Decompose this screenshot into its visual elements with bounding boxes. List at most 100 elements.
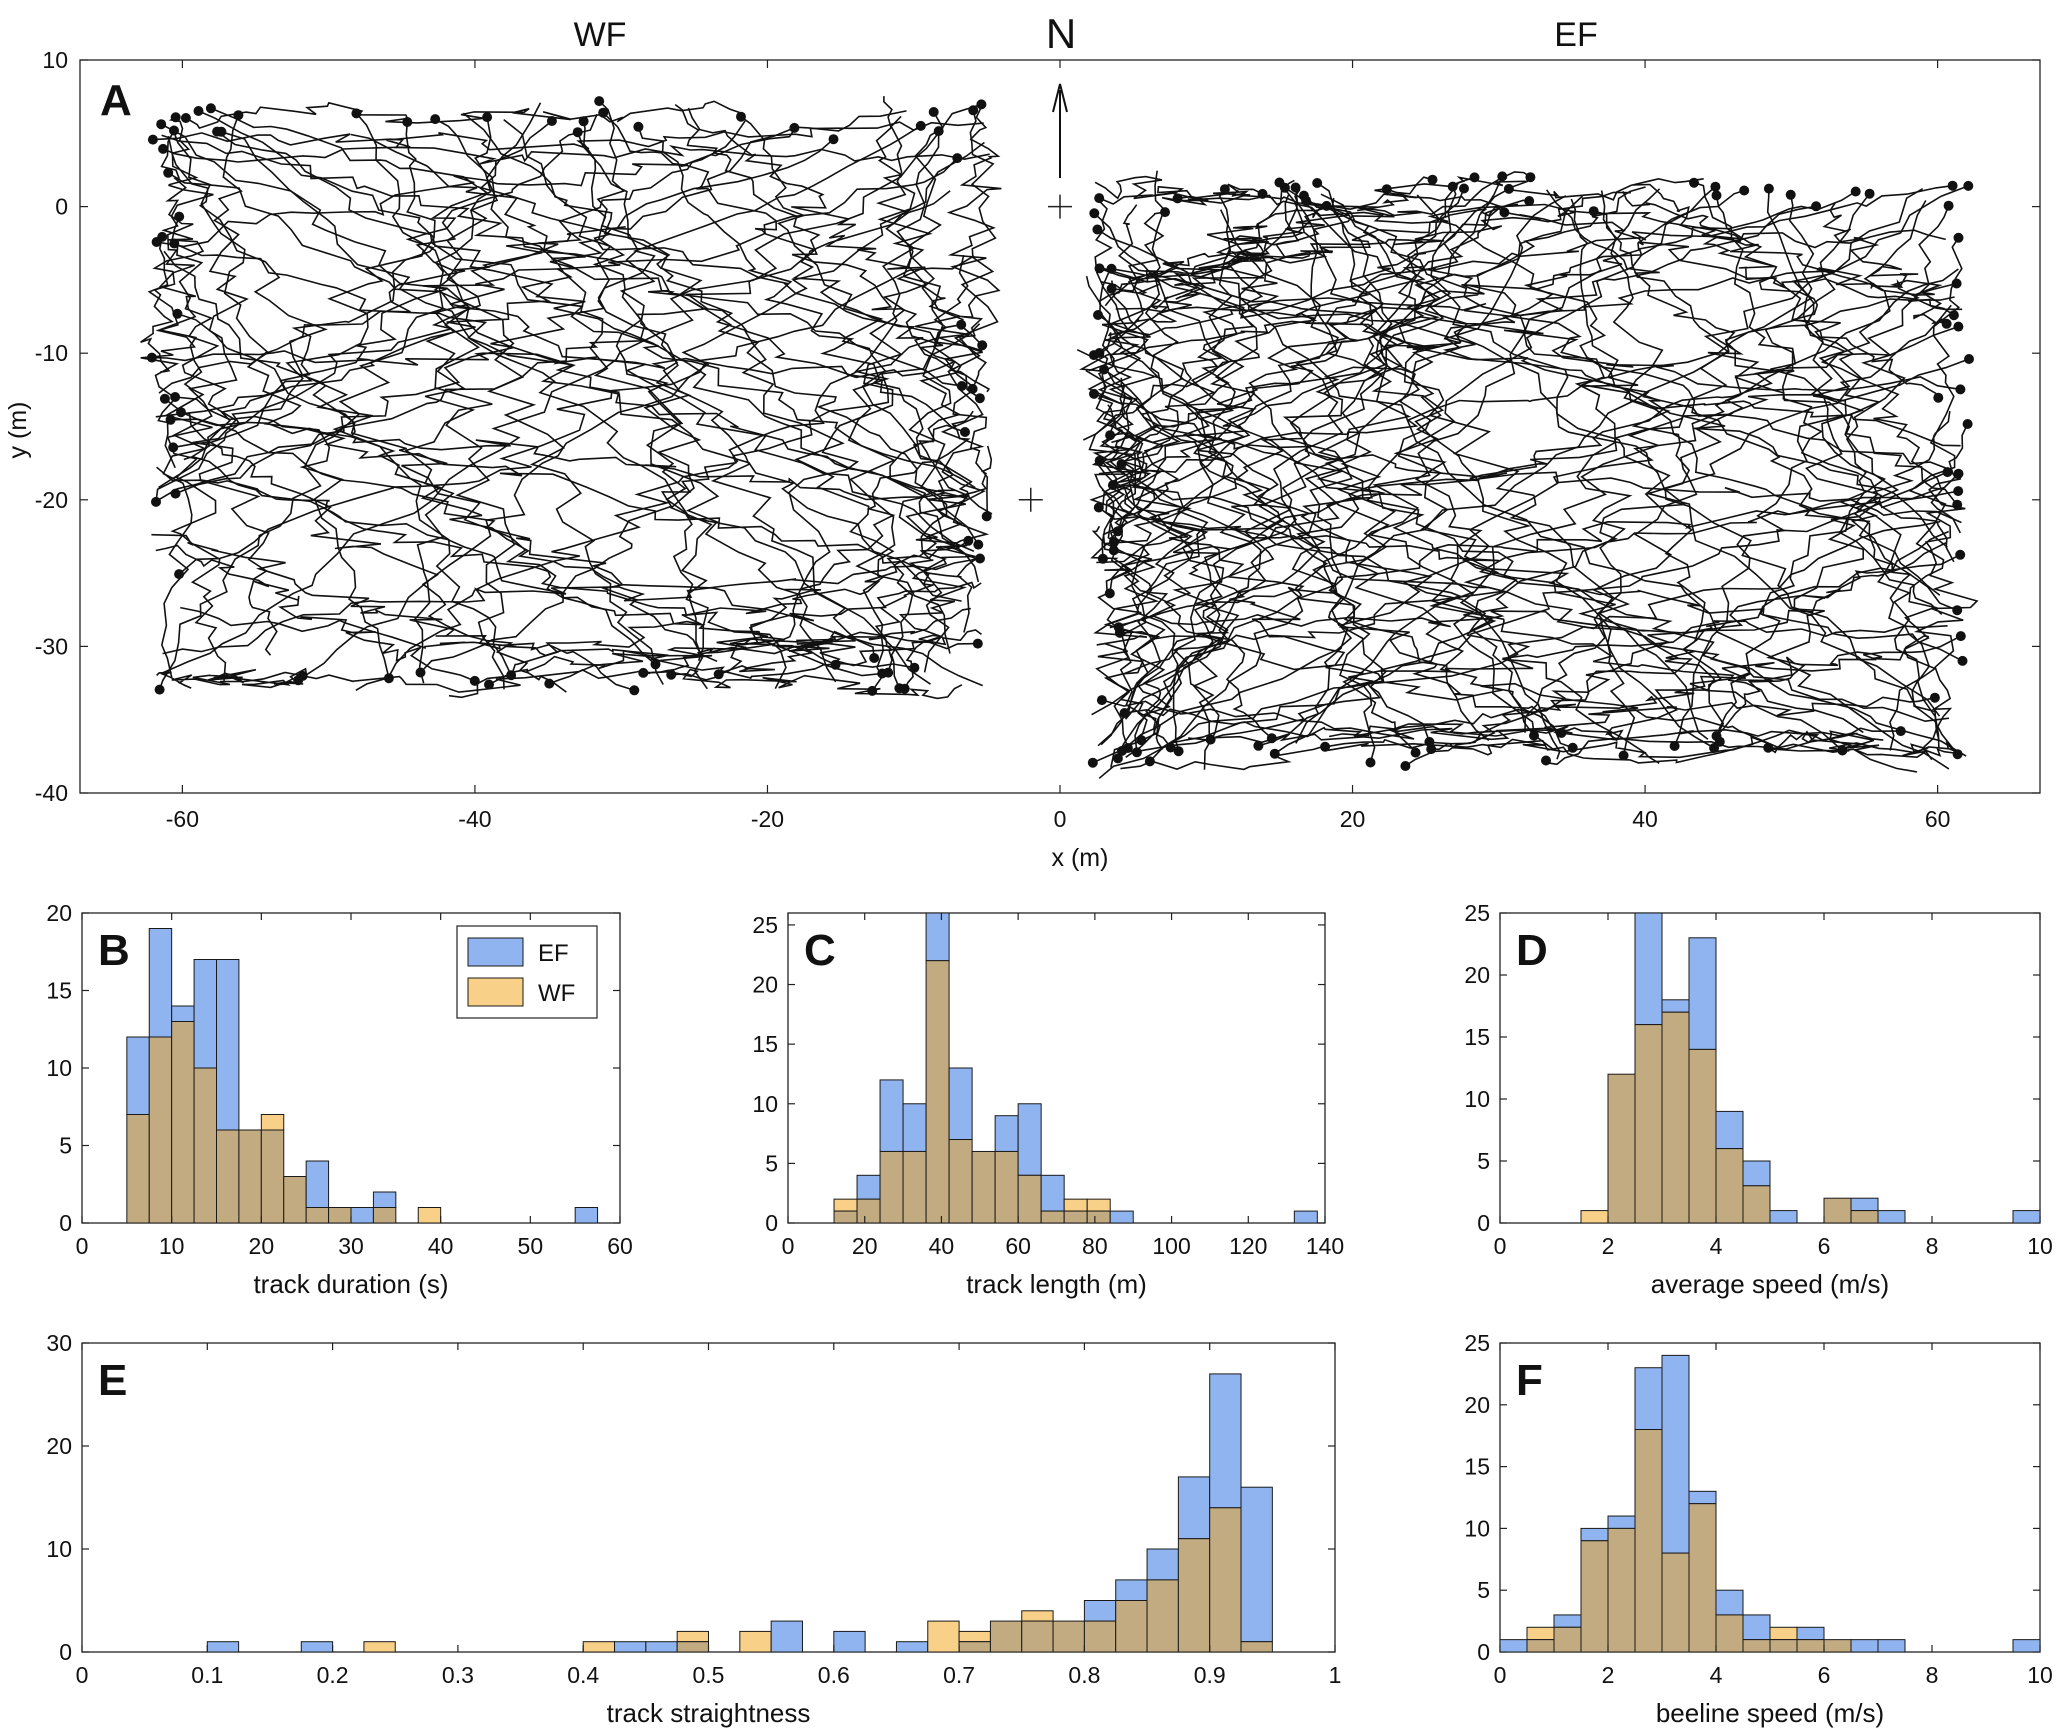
x-tick-label: 60 (1005, 1233, 1031, 1259)
y-tick-label: 20 (752, 972, 778, 998)
track-path (576, 131, 951, 654)
bar-overlap (1634, 1429, 1663, 1653)
panel-e: 0 0.1 0.2 0.3 0.4 0.5 0.6 0.7 0.8 0.9 10102030trac… (46, 1330, 1341, 1728)
track-path (216, 130, 976, 489)
track-start-dot (666, 669, 677, 680)
bar-overlap (856, 1198, 881, 1224)
bar-wf (958, 1630, 991, 1643)
track-start-dot (156, 119, 167, 130)
bar-overlap (1115, 1600, 1148, 1653)
track-start-dot (1097, 553, 1108, 564)
track-path (151, 125, 922, 505)
x-tick-label: 0 (76, 1233, 89, 1259)
track-start-dot (1953, 232, 1964, 243)
track-start-dot (482, 112, 493, 123)
x-tick-label: 0.1 (191, 1662, 223, 1688)
bar-ef (833, 1630, 866, 1653)
track-path (1673, 200, 1927, 747)
y-tick-label: 5 (1477, 1577, 1490, 1603)
bar-overlap (1021, 1620, 1054, 1653)
legend-swatch-ef (467, 937, 524, 967)
track-start-dot (159, 393, 170, 404)
track-path (1091, 185, 1969, 716)
x-tick-label: -40 (458, 806, 491, 832)
bar-overlap (1688, 1048, 1717, 1224)
track-start-dot (974, 393, 985, 404)
x-tick-label: 1 (1329, 1662, 1342, 1688)
track-path (1093, 393, 1967, 757)
track-path (908, 111, 952, 673)
track-start-dot (1957, 655, 1968, 666)
bar-overlap (994, 1150, 1019, 1224)
track-path (1094, 175, 1263, 206)
track-start-dot (1092, 224, 1103, 235)
track-path (1168, 554, 1961, 745)
x-axis-label: beeline speed (m/s) (1656, 1698, 1884, 1728)
y-tick-label: 0 (1477, 1210, 1490, 1236)
panel-a: -60 -40 -20 0 20 40 60 10 0 -10 -20 -30 -40 x (m) y (m… (4, 10, 2041, 872)
track-path (155, 157, 958, 418)
bar-ef (372, 1191, 397, 1208)
bar-ef (1240, 1486, 1273, 1643)
bar-overlap (1796, 1639, 1825, 1653)
track-path (946, 104, 1002, 390)
x-axis-label: average speed (m/s) (1651, 1269, 1889, 1299)
x-tick-label: 40 (929, 1233, 955, 1259)
bar-wf (833, 1198, 858, 1212)
bar-ef (1109, 1210, 1134, 1224)
bar-ef (171, 1005, 195, 1022)
track-path (1111, 280, 1431, 743)
track-start-dot (1312, 178, 1323, 188)
track-start-dot (1114, 627, 1125, 638)
track-start-dot (169, 125, 179, 136)
bar-ef (1634, 1367, 1663, 1431)
track-start-dot (967, 383, 978, 394)
track-path (1112, 194, 1300, 551)
track-path (158, 138, 835, 394)
track-start-dot (1219, 184, 1230, 195)
track-start-dot (1400, 761, 1411, 771)
track-path (1101, 489, 1562, 734)
track-path (152, 132, 990, 165)
track-start-dot (1269, 748, 1280, 759)
track-start-dot (1941, 318, 1952, 329)
bar-overlap (238, 1129, 262, 1224)
bar-overlap (925, 960, 950, 1224)
legend-label-wf: WF (538, 980, 575, 1007)
track-path (687, 107, 983, 346)
bar-ef (1742, 1160, 1771, 1187)
y-tick-label: 15 (1464, 1454, 1490, 1480)
track-start-dot (1274, 177, 1285, 188)
x-tick-label: 0.3 (442, 1662, 474, 1688)
y-tick-label: 10 (46, 1055, 72, 1081)
track-start-dot (1096, 695, 1107, 706)
track-start-dot (1131, 747, 1142, 758)
track-path (1098, 506, 1950, 723)
track-start-dot (1525, 172, 1536, 183)
track-start-dot (915, 120, 926, 131)
track-path (1111, 358, 1970, 581)
track-path (1098, 189, 1745, 475)
bar-overlap (1742, 1185, 1771, 1224)
track-start-dot (1524, 196, 1535, 206)
track-start-dot (415, 667, 426, 678)
track-path (350, 133, 966, 433)
track-start-dot (1459, 183, 1469, 194)
track-path (771, 131, 940, 689)
bar-overlap (260, 1129, 285, 1224)
track-path (173, 120, 746, 449)
bar-ef (1742, 1614, 1771, 1641)
bar-wf (1580, 1210, 1609, 1224)
track-path (1117, 203, 1519, 532)
track-path (1289, 189, 1376, 763)
track-path (151, 533, 635, 692)
track-path (1593, 210, 1955, 563)
track-path (1099, 201, 1328, 355)
y-tick-label: 5 (1477, 1148, 1490, 1174)
bar-overlap (971, 1150, 996, 1224)
x-tick-label: 40 (428, 1233, 454, 1259)
bar-overlap (1553, 1626, 1582, 1653)
y-tick-label: 25 (1464, 900, 1490, 926)
bar-ef (1177, 1476, 1211, 1540)
bar-ef (1209, 1373, 1242, 1509)
